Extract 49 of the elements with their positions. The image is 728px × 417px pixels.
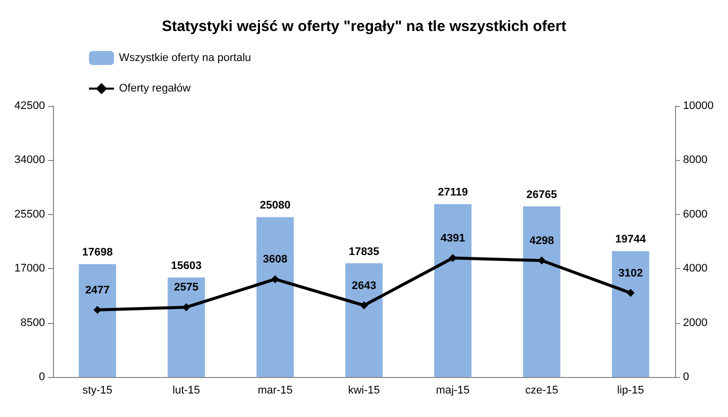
y-tick-label: 42500: [14, 100, 45, 112]
x-tick-label: lut-15: [172, 384, 200, 396]
data-label: 25080: [260, 200, 290, 212]
x-tick-label: maj-15: [436, 384, 470, 396]
point: [538, 256, 546, 265]
point: [626, 288, 635, 297]
data-label: 2643: [352, 280, 376, 292]
data-label: 2477: [85, 284, 110, 296]
y-tick-label: 25500: [14, 208, 45, 220]
y2-tick-label: 2000: [683, 316, 708, 329]
point: [360, 301, 368, 310]
y-tick-label: 0: [38, 371, 45, 383]
bar: [523, 206, 560, 377]
bar: [168, 278, 205, 377]
data-label: 4298: [529, 235, 554, 248]
point: [93, 306, 102, 314]
x-tick-label: lip-15: [617, 384, 644, 396]
data-label: 17698: [82, 246, 113, 259]
bar: [345, 263, 383, 377]
data-label: 2575: [174, 282, 199, 294]
data-label: 15603: [170, 260, 202, 272]
x-tick-label: kwi-15: [348, 384, 380, 396]
y-tick-label: 8500: [20, 316, 45, 329]
y2-tick-label: 8000: [683, 154, 708, 166]
legend-label: Wszystkie oferty na portalu: [119, 52, 252, 64]
y-tick-label: 17000: [14, 262, 45, 275]
data-label: 27119: [438, 186, 468, 199]
data-label: 3102: [618, 267, 643, 280]
data-label: 3608: [262, 254, 288, 266]
x-tick-label: sty-15: [82, 384, 112, 396]
x-tick-label: mar-15: [258, 384, 293, 396]
y2-tick-label: 10000: [683, 100, 714, 112]
y2-tick-label: 4000: [683, 262, 708, 275]
x-tick-label: cze-15: [525, 384, 558, 396]
point: [271, 275, 280, 284]
chart-title: Statystyki wejść w oferty "regały" na tle wszystkich ofert: [162, 18, 566, 35]
y-tick-label: 34000: [14, 154, 45, 166]
data-label: 26765: [526, 188, 558, 201]
data-label: 4391: [440, 232, 466, 245]
bar: [612, 251, 650, 377]
y2-tick-label: 0: [683, 371, 690, 383]
bar: [256, 217, 294, 377]
data-label: 19744: [615, 234, 647, 246]
bar: [78, 264, 116, 377]
bar: [434, 204, 472, 377]
legend-label: Oferty regałów: [119, 82, 191, 95]
y2-tick-label: 6000: [683, 208, 708, 220]
point: [448, 254, 457, 262]
data-label: 17835: [348, 246, 380, 258]
